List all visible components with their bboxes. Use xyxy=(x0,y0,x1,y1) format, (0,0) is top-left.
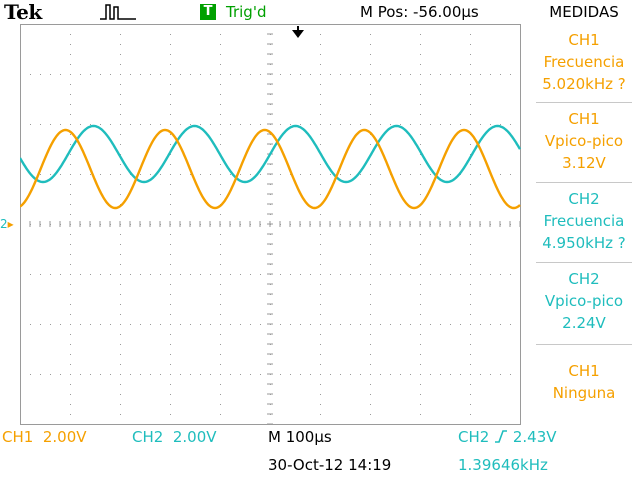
ground-marker-label: 2 xyxy=(0,217,8,231)
measure-value: 4.950kHz ? xyxy=(542,234,626,252)
divider xyxy=(536,262,632,263)
trigger-position-stem xyxy=(297,26,299,32)
divider xyxy=(536,182,632,183)
measure-type: Ninguna xyxy=(552,384,616,402)
timebase-readout: M 100µs xyxy=(268,428,332,446)
trigger-icon: T xyxy=(200,4,216,20)
measure-value: 2.24V xyxy=(562,314,606,332)
graticule xyxy=(20,24,521,425)
measure-slot-4[interactable]: CH2 Vpico-pico 2.24V xyxy=(536,268,632,334)
measure-menu-title: MEDIDAS xyxy=(549,3,619,21)
acquisition-icon xyxy=(100,4,136,20)
measure-channel: CH2 xyxy=(568,190,600,208)
measure-type: Frecuencia xyxy=(543,212,625,230)
brand-logo: Tek xyxy=(4,0,42,24)
ch2-label: CH2 xyxy=(132,428,164,446)
trigger-readout: CH2 2.43V xyxy=(458,427,557,447)
measure-type: Vpico-pico xyxy=(544,292,624,310)
ch2-scale-readout: CH2 2.00V xyxy=(132,427,217,447)
measure-slot-5[interactable]: CH1 Ninguna xyxy=(536,360,632,404)
ch2-ground-marker: 2▸ xyxy=(0,217,14,231)
measure-channel: CH1 xyxy=(568,362,600,380)
trigger-source: CH2 xyxy=(458,428,490,446)
rising-edge-icon xyxy=(495,430,508,443)
measure-slot-3[interactable]: CH2 Frecuencia 4.950kHz ? xyxy=(536,188,632,254)
divider xyxy=(536,344,632,345)
ch1-scale-readout: CH1 2.00V xyxy=(2,427,87,447)
ch1-ground-arrow-icon: ▸ xyxy=(7,217,14,231)
status-bar: Tek T Trig'd M Pos: -56.00µs MEDIDAS xyxy=(0,0,640,24)
measure-slot-1[interactable]: CH1 Frecuencia 5.020kHz ? xyxy=(536,29,632,95)
measure-channel: CH1 xyxy=(568,31,600,49)
measure-type: Frecuencia xyxy=(543,53,625,71)
trigger-level: 2.43V xyxy=(512,428,557,446)
ch1-volts-div: 2.00V xyxy=(42,428,87,446)
date-time: 30-Oct-12 14:19 xyxy=(268,456,392,474)
waveform-display xyxy=(20,24,521,425)
divider xyxy=(536,102,632,103)
measure-channel: CH2 xyxy=(568,270,600,288)
ch2-volts-div: 2.00V xyxy=(172,428,217,446)
measure-value: 3.12V xyxy=(562,154,606,172)
measure-type: Vpico-pico xyxy=(544,132,624,150)
measure-slot-2[interactable]: CH1 Vpico-pico 3.12V xyxy=(536,108,632,174)
trigger-position-arrow-icon xyxy=(292,30,304,38)
trigger-frequency: 1.39646kHz xyxy=(458,456,548,474)
ch1-label: CH1 xyxy=(2,428,34,446)
trigger-status: Trig'd xyxy=(226,3,267,21)
ch1-waveform xyxy=(20,128,521,210)
measure-panel: CH1 Frecuencia 5.020kHz ? CH1 Vpico-pico… xyxy=(528,24,640,424)
horizontal-position: M Pos: -56.00µs xyxy=(360,3,479,21)
measure-value: 5.020kHz ? xyxy=(542,75,626,93)
measure-channel: CH1 xyxy=(568,110,600,128)
